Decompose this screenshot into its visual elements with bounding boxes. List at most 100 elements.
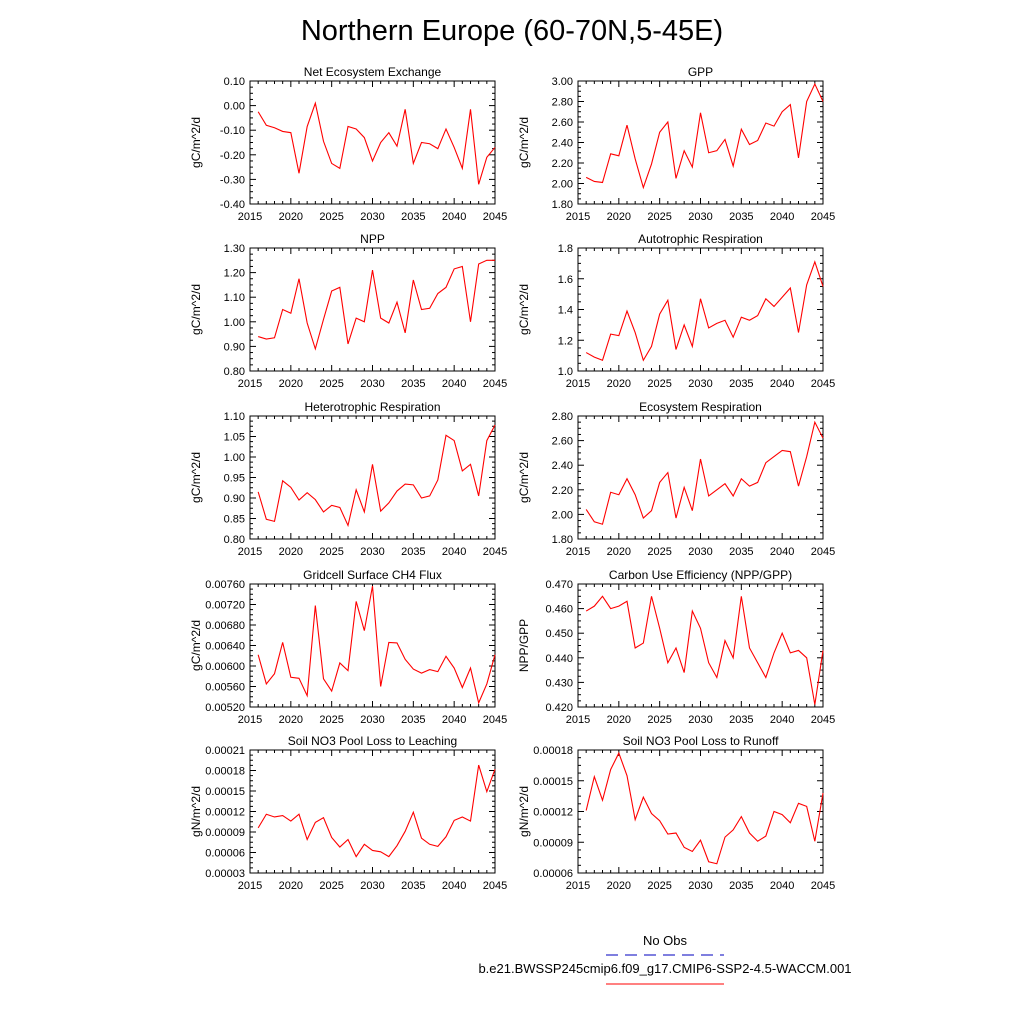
x-tick-label: 2035 xyxy=(729,880,753,892)
legend-case-label: b.e21.BWSSP245cmip6.f09_g17.CMIP6-SSP2-4… xyxy=(478,961,851,976)
chart-panel: Net Ecosystem Exchange gC/m^2/d 2015 2020 20… xyxy=(189,65,507,223)
x-tick-label: 2015 xyxy=(566,714,590,726)
panel-title: GPP xyxy=(688,65,713,79)
chart-panel: GPP gC/m^2/d 2015 2020 2025 2030 2035 2040 2045 1… xyxy=(517,65,835,223)
y-tick-label: 0.00012 xyxy=(205,807,245,819)
y-axis-label: NPP/GPP xyxy=(517,619,531,672)
y-tick-label: 0.90 xyxy=(224,493,245,505)
series-line xyxy=(257,764,496,858)
x-tick-label: 2040 xyxy=(770,211,794,223)
y-tick-label: -0.40 xyxy=(220,199,245,211)
y-tick-label: 0.00 xyxy=(224,101,245,113)
x-tick-label: 2020 xyxy=(279,880,303,892)
chart-panel: Soil NO3 Pool Loss to Runoff gN/m^2/d 2015… xyxy=(517,734,835,892)
y-tick-label: 1.10 xyxy=(224,292,245,304)
y-tick-label: 0.450 xyxy=(545,628,573,640)
x-tick-label: 2020 xyxy=(607,880,631,892)
x-tick-label: 2015 xyxy=(238,546,262,558)
x-tick-label: 2035 xyxy=(401,880,425,892)
y-tick-label: 2.60 xyxy=(552,117,573,129)
y-tick-label: 1.4 xyxy=(558,305,573,317)
y-tick-label: 0.00006 xyxy=(205,848,245,860)
x-tick-label: 2020 xyxy=(607,546,631,558)
panels: Net Ecosystem Exchange gC/m^2/d 2015 2020 20… xyxy=(189,65,835,892)
y-tick-label: -0.20 xyxy=(220,150,245,162)
x-tick-label: 2030 xyxy=(360,546,384,558)
plot-frame xyxy=(577,415,824,540)
y-tick-label: 0.95 xyxy=(224,473,245,485)
x-tick-label: 2045 xyxy=(483,714,507,726)
x-tick-label: 2040 xyxy=(442,378,466,390)
y-tick-label: 0.00015 xyxy=(205,786,245,798)
x-tick-label: 2040 xyxy=(442,546,466,558)
x-tick-label: 2015 xyxy=(238,880,262,892)
x-tick-label: 2040 xyxy=(442,211,466,223)
x-tick-label: 2045 xyxy=(811,546,835,558)
x-tick-label: 2030 xyxy=(688,211,712,223)
y-tick-label: 0.00600 xyxy=(205,661,245,673)
x-tick-label: 2035 xyxy=(401,546,425,558)
x-tick-label: 2030 xyxy=(688,378,712,390)
x-tick-label: 2035 xyxy=(729,546,753,558)
y-tick-label: 1.00 xyxy=(224,317,245,329)
x-tick-label: 2020 xyxy=(279,546,303,558)
y-tick-label: 1.05 xyxy=(224,432,245,444)
x-tick-label: 2040 xyxy=(770,880,794,892)
y-tick-label: 0.90 xyxy=(224,341,245,353)
y-tick-label: 2.40 xyxy=(552,138,573,150)
x-tick-label: 2015 xyxy=(238,378,262,390)
x-tick-label: 2045 xyxy=(811,880,835,892)
x-tick-label: 2045 xyxy=(811,714,835,726)
y-axis-label: gC/m^2/d xyxy=(189,452,203,503)
panel-title: Autotrophic Respiration xyxy=(638,232,763,246)
y-axis-label: gC/m^2/d xyxy=(189,284,203,335)
series-line xyxy=(585,260,824,362)
legend: No Obs b.e21.BWSSP245cmip6.f09_g17.CMIP6… xyxy=(478,933,852,985)
y-axis-label: gC/m^2/d xyxy=(189,620,203,671)
x-tick-label: 2040 xyxy=(442,880,466,892)
x-tick-label: 2030 xyxy=(688,714,712,726)
x-tick-label: 2015 xyxy=(238,714,262,726)
panel-title: NPP xyxy=(360,232,385,246)
y-tick-label: 2.20 xyxy=(552,158,573,170)
x-tick-label: 2035 xyxy=(729,714,753,726)
x-tick-label: 2015 xyxy=(238,211,262,223)
x-tick-label: 2035 xyxy=(401,378,425,390)
plot-frame xyxy=(249,247,496,372)
plot-frame xyxy=(577,749,824,874)
panel-title: Net Ecosystem Exchange xyxy=(304,65,442,79)
x-tick-label: 2015 xyxy=(566,880,590,892)
x-tick-label: 2045 xyxy=(483,378,507,390)
y-tick-label: 2.00 xyxy=(552,509,573,521)
y-axis-label: gC/m^2/d xyxy=(189,117,203,168)
y-tick-label: 2.80 xyxy=(552,97,573,109)
y-tick-label: -0.10 xyxy=(220,125,245,137)
y-axis-label: gN/m^2/d xyxy=(189,786,203,837)
x-tick-label: 2030 xyxy=(688,880,712,892)
x-tick-label: 2045 xyxy=(483,880,507,892)
x-tick-label: 2035 xyxy=(401,714,425,726)
y-tick-label: 2.60 xyxy=(552,436,573,448)
x-tick-label: 2040 xyxy=(442,714,466,726)
y-tick-label: 1.6 xyxy=(558,274,573,286)
panel-title: Carbon Use Efficiency (NPP/GPP) xyxy=(609,568,792,582)
x-tick-label: 2025 xyxy=(319,546,343,558)
chart-panel: NPP gC/m^2/d 2015 2020 2025 2030 2035 2040 2045 0… xyxy=(189,232,507,390)
x-tick-label: 2035 xyxy=(401,211,425,223)
panel-title: Heterotrophic Respiration xyxy=(304,400,440,414)
series-line xyxy=(585,751,824,865)
series-line xyxy=(257,101,496,185)
x-tick-label: 2025 xyxy=(647,546,671,558)
x-tick-label: 2025 xyxy=(647,880,671,892)
y-tick-label: 0.80 xyxy=(224,366,245,378)
x-tick-label: 2025 xyxy=(319,378,343,390)
x-tick-label: 2025 xyxy=(647,211,671,223)
y-tick-label: 0.00018 xyxy=(533,745,573,757)
y-tick-label: 1.2 xyxy=(558,335,573,347)
legend-obs-label: No Obs xyxy=(643,933,688,948)
y-tick-label: 0.470 xyxy=(545,579,573,591)
x-tick-label: 2020 xyxy=(279,714,303,726)
y-tick-label: 0.00006 xyxy=(533,868,573,880)
x-tick-label: 2045 xyxy=(483,211,507,223)
